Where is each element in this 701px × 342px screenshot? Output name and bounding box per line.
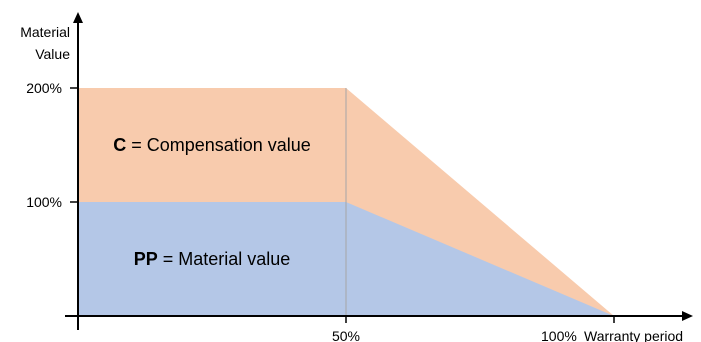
x-tick-label: 100% [541,328,577,342]
material-value-label: PP = Material value [134,249,291,269]
compensation-value-label-symbol: C [113,135,126,155]
y-axis-label-line-2: Value [35,46,70,62]
y-tick-label: 200% [26,80,62,96]
x-axis-arrow-icon [682,311,693,321]
y-axis-label-line-1: Material [20,24,70,40]
material-value-label-text: = Material value [158,249,291,269]
compensation-value-label: C = Compensation value [113,135,311,155]
x-tick-label: 50% [332,328,360,342]
x-axis-label: Warranty period [584,328,683,342]
material-value-label-symbol: PP [134,249,158,269]
compensation-value-label-text: = Compensation value [126,135,311,155]
y-axis-arrow-icon [73,12,83,23]
axis-ticks: 100% 200% 50% 100% [26,80,615,342]
y-tick-label: 100% [26,194,62,210]
